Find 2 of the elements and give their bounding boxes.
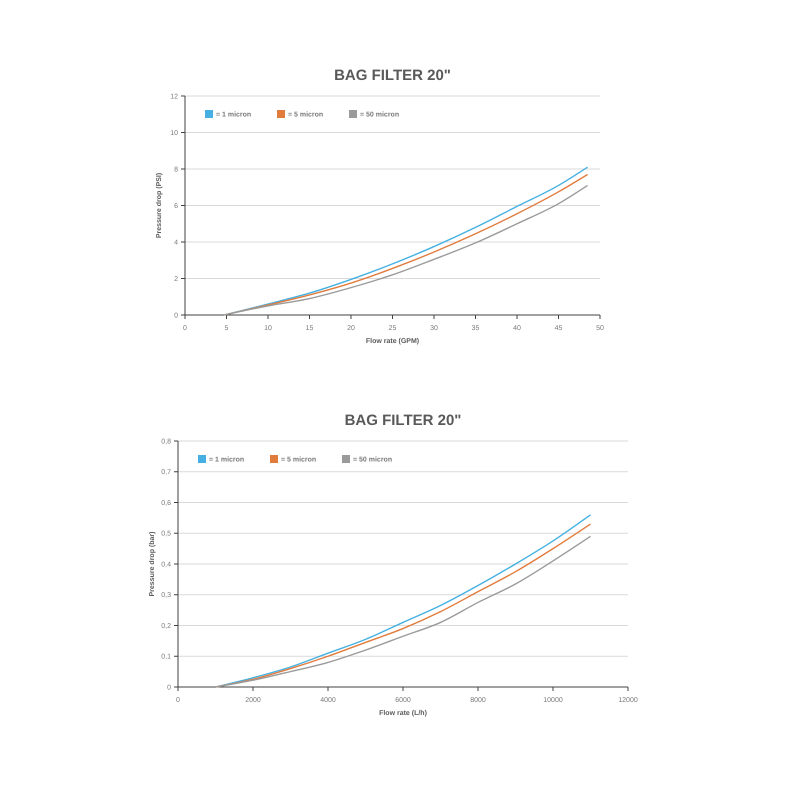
chart-title: BAG FILTER 20" <box>334 67 451 84</box>
chart-title: BAG FILTER 20" <box>344 412 462 429</box>
